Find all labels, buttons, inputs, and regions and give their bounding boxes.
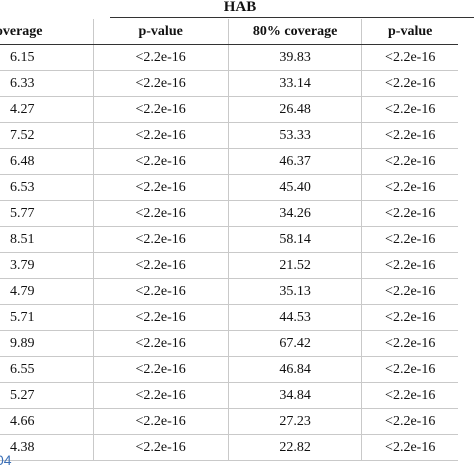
table-row: 6.55 <2.2e-16 46.84 <2.2e-16 (0, 356, 458, 383)
p-value-cell: <2.2e-16 (92, 96, 229, 123)
table-row: 6.53 <2.2e-16 45.40 <2.2e-16 (0, 174, 458, 201)
table-row: 6.33 <2.2e-16 33.14 <2.2e-16 (0, 70, 458, 97)
coverage-80-cell: 35.13 (227, 278, 362, 305)
table-row: 9.89 <2.2e-16 67.42 <2.2e-16 (0, 330, 458, 357)
p-value-cell: <2.2e-16 (92, 174, 229, 201)
p-value-cell-2: <2.2e-16 (361, 44, 458, 71)
p-value-cell-2: <2.2e-16 (361, 278, 458, 305)
p-value-cell-2: <2.2e-16 (361, 356, 458, 383)
coverage-80-cell: 58.14 (227, 226, 362, 253)
p-value-cell: <2.2e-16 (92, 356, 229, 383)
p-value-cell-2: <2.2e-16 (361, 408, 458, 435)
table-row: 4.66 <2.2e-16 27.23 <2.2e-16 (0, 408, 458, 435)
coverage-80-cell: 46.84 (227, 356, 362, 383)
coverage-cell: 6.15 (0, 44, 93, 71)
p-value-cell-2: <2.2e-16 (361, 252, 458, 279)
coverage-80-cell: 44.53 (227, 304, 362, 331)
coverage-cell: 6.33 (0, 70, 93, 97)
p-value-cell: <2.2e-16 (92, 44, 229, 71)
coverage-80-cell: 45.40 (227, 174, 362, 201)
p-value-cell-2: <2.2e-16 (361, 96, 458, 123)
coverage-cell: 8.51 (0, 226, 93, 253)
column-header-p-value: p-value (92, 19, 229, 45)
table-row: 4.79 <2.2e-16 35.13 <2.2e-16 (0, 278, 458, 305)
table-row: 5.27 <2.2e-16 34.84 <2.2e-16 (0, 382, 458, 409)
coverage-80-cell: 34.84 (227, 382, 362, 409)
p-value-cell: <2.2e-16 (92, 408, 229, 435)
header-row: coverage p-value 80% coverage p-value (0, 19, 458, 45)
group-title: HAB (223, 0, 257, 15)
table-row: 3.79 <2.2e-16 21.52 <2.2e-16 (0, 252, 458, 279)
column-header-p-value-2: p-value (361, 19, 458, 45)
p-value-cell: <2.2e-16 (92, 278, 229, 305)
p-value-cell: <2.2e-16 (92, 434, 229, 461)
p-value-cell: <2.2e-16 (92, 252, 229, 279)
p-value-cell-2: <2.2e-16 (361, 122, 458, 149)
results-table: coverage p-value 80% coverage p-value 6.… (0, 19, 458, 461)
coverage-80-cell: 34.26 (227, 200, 362, 227)
coverage-80-cell: 21.52 (227, 252, 362, 279)
coverage-cell: 7.52 (0, 122, 93, 149)
table-row: 5.71 <2.2e-16 44.53 <2.2e-16 (0, 304, 458, 331)
p-value-cell: <2.2e-16 (92, 70, 229, 97)
p-value-cell-2: <2.2e-16 (361, 200, 458, 227)
p-value-cell: <2.2e-16 (92, 330, 229, 357)
p-value-cell: <2.2e-16 (92, 122, 229, 149)
coverage-cell: 6.53 (0, 174, 93, 201)
coverage-cell: 6.48 (0, 148, 93, 175)
coverage-cell: 5.77 (0, 200, 93, 227)
table-row: 8.51 <2.2e-16 58.14 <2.2e-16 (0, 226, 458, 253)
p-value-cell: <2.2e-16 (92, 304, 229, 331)
table-row: 6.48 <2.2e-16 46.37 <2.2e-16 (0, 148, 458, 175)
column-header-coverage: coverage (0, 19, 93, 45)
p-value-cell: <2.2e-16 (92, 200, 229, 227)
coverage-80-cell: 26.48 (227, 96, 362, 123)
coverage-cell: 4.27 (0, 96, 93, 123)
table-body: 6.15 <2.2e-16 39.83 <2.2e-16 6.33 <2.2e-16 33.… (0, 44, 458, 461)
footer-text: 04 (0, 452, 12, 468)
p-value-cell-2: <2.2e-16 (361, 148, 458, 175)
coverage-cell: 4.38 (0, 434, 93, 461)
group-header-rule (110, 17, 474, 18)
p-value-cell-2: <2.2e-16 (361, 382, 458, 409)
table-row: 4.38 <2.2e-16 22.82 <2.2e-16 (0, 434, 458, 461)
coverage-80-cell: 33.14 (227, 70, 362, 97)
coverage-cell: 4.66 (0, 408, 93, 435)
table-row: 5.77 <2.2e-16 34.26 <2.2e-16 (0, 200, 458, 227)
table-row: 6.15 <2.2e-16 39.83 <2.2e-16 (0, 44, 458, 71)
coverage-80-cell: 67.42 (227, 330, 362, 357)
column-header-80-coverage: 80% coverage (227, 19, 362, 45)
p-value-cell: <2.2e-16 (92, 226, 229, 253)
p-value-cell-2: <2.2e-16 (361, 330, 458, 357)
p-value-cell-2: <2.2e-16 (361, 70, 458, 97)
coverage-80-cell: 39.83 (227, 44, 362, 71)
coverage-80-cell: 27.23 (227, 408, 362, 435)
p-value-cell-2: <2.2e-16 (361, 304, 458, 331)
coverage-cell: 5.27 (0, 382, 93, 409)
coverage-cell: 3.79 (0, 252, 93, 279)
coverage-80-cell: 22.82 (227, 434, 362, 461)
coverage-cell: 6.55 (0, 356, 93, 383)
coverage-cell: 4.79 (0, 278, 93, 305)
p-value-cell-2: <2.2e-16 (361, 434, 458, 461)
p-value-cell: <2.2e-16 (92, 382, 229, 409)
coverage-cell: 5.71 (0, 304, 93, 331)
p-value-cell-2: <2.2e-16 (361, 174, 458, 201)
coverage-80-cell: 46.37 (227, 148, 362, 175)
table-row: 4.27 <2.2e-16 26.48 <2.2e-16 (0, 96, 458, 123)
coverage-cell: 9.89 (0, 330, 93, 357)
p-value-cell: <2.2e-16 (92, 148, 229, 175)
table-row: 7.52 <2.2e-16 53.33 <2.2e-16 (0, 122, 458, 149)
p-value-cell-2: <2.2e-16 (361, 226, 458, 253)
coverage-80-cell: 53.33 (227, 122, 362, 149)
